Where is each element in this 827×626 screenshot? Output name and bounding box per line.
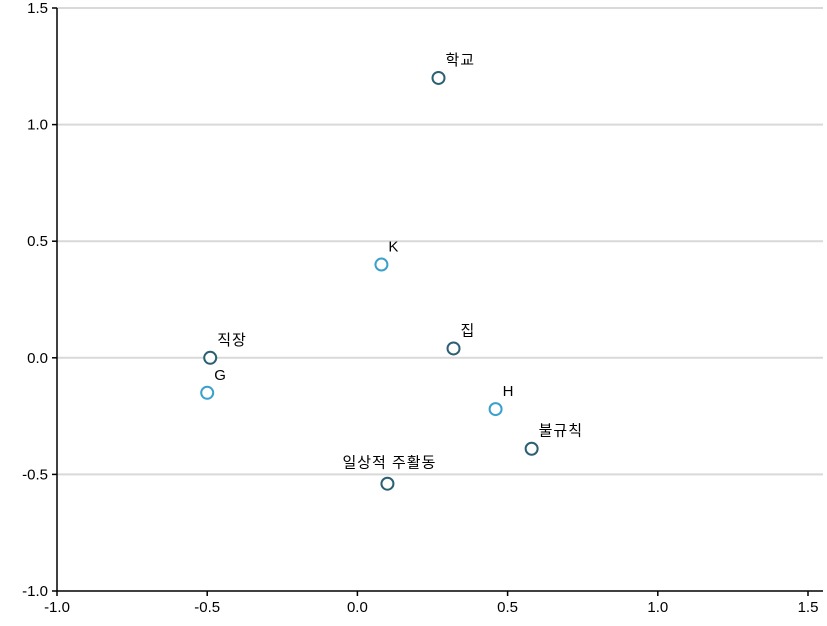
x-tick-label: -0.5 (194, 599, 220, 616)
x-tick-label: -1.0 (44, 599, 70, 616)
data-point-label: 학교 (446, 52, 476, 69)
grid-layer (57, 7, 823, 476)
data-point (374, 257, 389, 272)
data-point (203, 350, 218, 365)
axis-layer (52, 7, 823, 596)
data-point (380, 476, 395, 491)
y-tick-label: -0.5 (22, 466, 48, 483)
data-point-label: G (214, 367, 227, 384)
x-tick-label: 0.5 (497, 599, 518, 616)
y-tick-label: 0.5 (27, 233, 48, 250)
data-point (431, 70, 446, 85)
data-point (446, 341, 461, 356)
x-tick-label: 0.0 (347, 599, 368, 616)
data-point-label: H (503, 383, 515, 400)
data-point-label: 집 (461, 322, 476, 339)
data-point-label: 직장 (217, 332, 247, 349)
y-tick-label: 1.5 (27, 0, 48, 17)
y-tick-label: 0.0 (27, 350, 48, 367)
y-tick-label: 1.0 (27, 117, 48, 134)
data-point-label: 일상적 주활동 (342, 455, 436, 472)
data-point (488, 402, 503, 417)
data-point (200, 385, 215, 400)
y-tick-label: -1.0 (22, 583, 48, 600)
tick-label-layer: 1.5 1.0 0.5 0.0 -0.5 -1.0-1.0 -0.5 0.0 0.5 1.0 1.5 (22, 0, 818, 616)
data-point-label: 불규칙 (539, 423, 583, 440)
x-tick-label: 1.0 (647, 599, 668, 616)
data-point-label: K (388, 239, 399, 256)
x-tick-label: 1.5 (798, 599, 819, 616)
data-point (524, 441, 539, 456)
point-layer (200, 70, 539, 491)
